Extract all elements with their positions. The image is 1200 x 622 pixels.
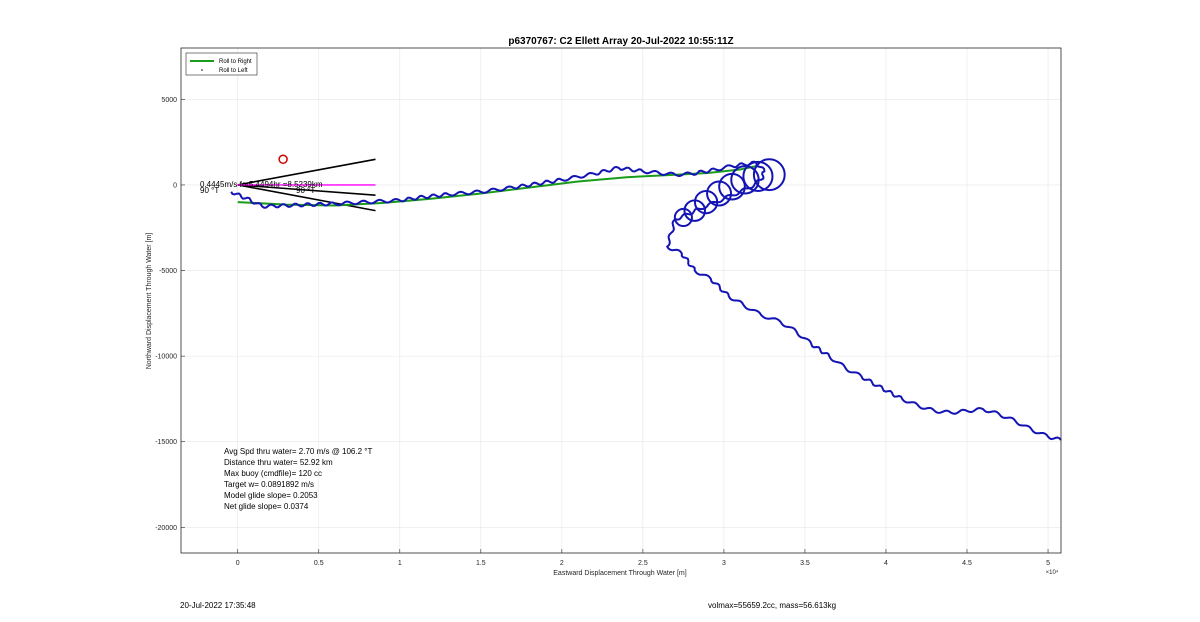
x-tick-label: 0.5 bbox=[314, 560, 324, 567]
y-axis-ticks: 5000 0 -5000 -10000 -15000 -20000 bbox=[155, 97, 185, 532]
plot-area bbox=[181, 48, 1061, 553]
legend-box bbox=[185, 52, 258, 76]
y-tick-label: -20000 bbox=[155, 525, 177, 532]
x-tick-label: 0 bbox=[236, 560, 240, 567]
glider-track-loop bbox=[752, 158, 786, 192]
stat-net-glide: Net glide slope= 0.0374 bbox=[224, 502, 309, 511]
target-marker bbox=[278, 154, 288, 165]
y-tick-label: 5000 bbox=[161, 97, 177, 104]
x-axis-ticks: 0 0.5 1 1.5 2 2.5 3 3.5 4 4.5 5 bbox=[236, 549, 1050, 567]
legend-swatch-roll-left bbox=[201, 69, 203, 71]
heading-cone-line bbox=[237, 158, 376, 186]
stats-block: Avg Spd thru water= 2.70 m/s @ 106.2 °T … bbox=[224, 447, 372, 511]
plot-frame bbox=[180, 47, 1062, 554]
glider-track-loop bbox=[706, 180, 733, 207]
stat-target-w: Target w= 0.0891892 m/s bbox=[224, 480, 314, 489]
plot-marks bbox=[230, 154, 1062, 441]
chart-title: p6370767: C2 Ellett Array 20-Jul-2022 10… bbox=[508, 36, 733, 47]
footer-volume-mass: volmax=55659.2cc, mass=56.613kg bbox=[708, 601, 837, 610]
x-tick-label: 1.5 bbox=[476, 560, 486, 567]
heading-cone-line bbox=[237, 184, 376, 196]
x-tick-label: 2.5 bbox=[638, 560, 648, 567]
y-tick-label: -10000 bbox=[155, 354, 177, 361]
stat-max-buoy: Max buoy (cmdfile)= 120 cc bbox=[224, 469, 322, 478]
footer-timestamp: 20-Jul-2022 17:35:48 bbox=[180, 601, 256, 610]
glider-track-loop bbox=[673, 207, 693, 228]
x-axis-label: Eastward Displacement Through Water [m] bbox=[553, 570, 686, 577]
legend-label-roll-right: Roll to Right bbox=[219, 59, 252, 65]
stat-avg-speed: Avg Spd thru water= 2.70 m/s @ 106.2 °T bbox=[224, 447, 372, 456]
x-tick-label: 4.5 bbox=[962, 560, 972, 567]
y-tick-label: -15000 bbox=[155, 439, 177, 446]
current-vector-text: 0.4445m/s for5.4494hr =8.5239km bbox=[200, 180, 323, 189]
heading-cone-line bbox=[237, 184, 376, 212]
x-tick-label: 3.5 bbox=[800, 560, 810, 567]
x-tick-label: 1 bbox=[398, 560, 402, 567]
glider-track-line bbox=[230, 160, 1062, 441]
x-tick-label: 5 bbox=[1046, 560, 1050, 567]
x-tick-label: 4 bbox=[884, 560, 888, 567]
heading-right-text: 90 °T bbox=[296, 186, 315, 195]
glider-track-loop bbox=[730, 165, 760, 195]
x-axis-exponent: ×10⁴ bbox=[1046, 569, 1059, 576]
glider-track-loop bbox=[693, 189, 719, 215]
x-tick-label: 3 bbox=[722, 560, 726, 567]
y-tick-label: -5000 bbox=[159, 268, 177, 275]
y-tick-label: 0 bbox=[173, 182, 177, 189]
legend-label-roll-left: Roll to Left bbox=[219, 68, 248, 74]
legend: Roll to Right Roll to Left bbox=[185, 52, 258, 76]
x-tick-label: 2 bbox=[560, 560, 564, 567]
y-axis-label: Northward Displacement Through Water [m] bbox=[146, 233, 153, 370]
stat-model-glide: Model glide slope= 0.2053 bbox=[224, 491, 318, 500]
heading-left-text: 90 °T bbox=[200, 186, 219, 195]
stat-distance: Distance thru water= 52.92 km bbox=[224, 458, 333, 467]
glider-track-loop bbox=[742, 160, 774, 192]
